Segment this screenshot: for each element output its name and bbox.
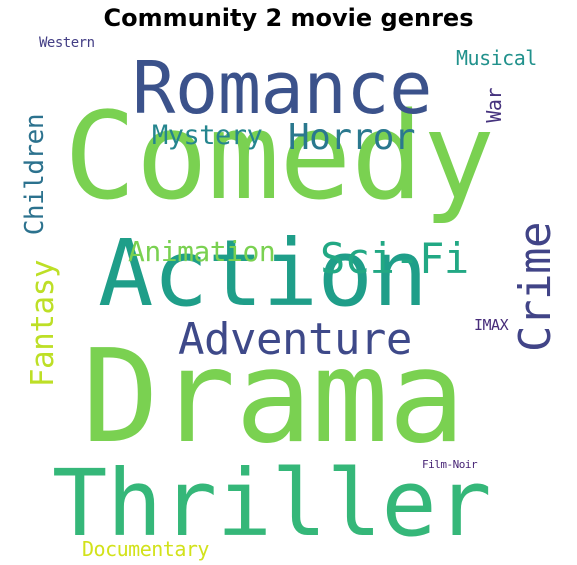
word-documentary: Documentary bbox=[82, 537, 209, 561]
word-animation: Animation bbox=[128, 235, 276, 268]
word-adventure: Adventure bbox=[178, 314, 412, 365]
word-romance: Romance bbox=[132, 46, 432, 130]
word-fantasy: Fantasy bbox=[25, 260, 61, 388]
word-comedy: Comedy bbox=[64, 88, 495, 227]
word-cloud: Drama Comedy Action Thriller Romance Adv… bbox=[12, 34, 567, 565]
chart-title: Community 2 movie genres bbox=[103, 4, 474, 32]
word-musical: Musical bbox=[456, 46, 537, 70]
word-children: Children bbox=[20, 114, 50, 236]
word-thriller: Thriller bbox=[52, 450, 492, 557]
word-action: Action bbox=[98, 220, 428, 327]
word-crime: Crime bbox=[510, 222, 561, 352]
word-imax: IMAX bbox=[474, 316, 509, 334]
word-film-noir: Film-Noir bbox=[422, 458, 478, 471]
word-mystery: Mystery bbox=[152, 120, 263, 151]
word-drama: Drama bbox=[82, 323, 465, 472]
word-horror: Horror bbox=[288, 117, 416, 158]
word-western: Western bbox=[39, 35, 95, 51]
word-sci-fi: Sci-Fi bbox=[320, 234, 469, 283]
word-war: War bbox=[482, 88, 506, 123]
